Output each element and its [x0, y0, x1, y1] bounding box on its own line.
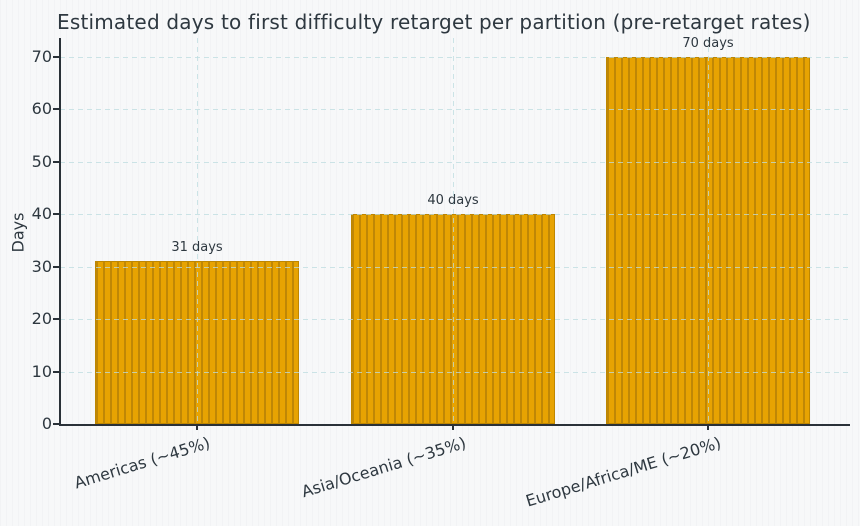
y-gridline [60, 266, 850, 268]
y-axis-label: Days [8, 212, 28, 253]
y-tick-mark [53, 213, 60, 216]
x-tick-mark [196, 424, 198, 430]
bar-value-label: 70 days [682, 36, 734, 51]
x-tick-mark [452, 424, 454, 430]
x-tick-label: Americas (~45%) [71, 433, 213, 493]
y-tick-mark [53, 108, 60, 111]
x-axis-spine [59, 424, 850, 426]
y-tick-label: 70 [31, 47, 52, 66]
y-tick-label: 40 [31, 204, 52, 224]
bar-value-label: 40 days [427, 193, 479, 208]
y-tick-mark [53, 370, 60, 373]
y-tick-label: 10 [31, 361, 52, 381]
y-gridline [60, 371, 850, 373]
bar-value-label: 31 days [171, 240, 223, 255]
y-tick-label: 60 [31, 99, 52, 119]
y-tick-mark [53, 56, 60, 58]
y-tick-mark [53, 265, 60, 268]
x-tick-mark [707, 424, 709, 430]
y-gridline [60, 214, 850, 216]
y-tick-label: 30 [31, 256, 52, 276]
y-axis-spine [59, 38, 61, 426]
y-tick-label: 0 [41, 414, 52, 433]
y-tick-mark [53, 160, 60, 163]
y-tick-label: 20 [31, 309, 52, 329]
y-tick-mark [53, 318, 60, 321]
x-gridline [197, 38, 198, 424]
y-gridline [60, 319, 850, 321]
chart-title: Estimated days to first difficulty retar… [57, 10, 811, 34]
y-tick-mark [53, 423, 60, 425]
x-gridline [453, 38, 454, 424]
y-tick-label: 50 [31, 151, 52, 171]
y-gridline [60, 57, 850, 58]
y-gridline [60, 161, 850, 163]
x-gridline [708, 38, 709, 424]
y-gridline [60, 109, 850, 111]
